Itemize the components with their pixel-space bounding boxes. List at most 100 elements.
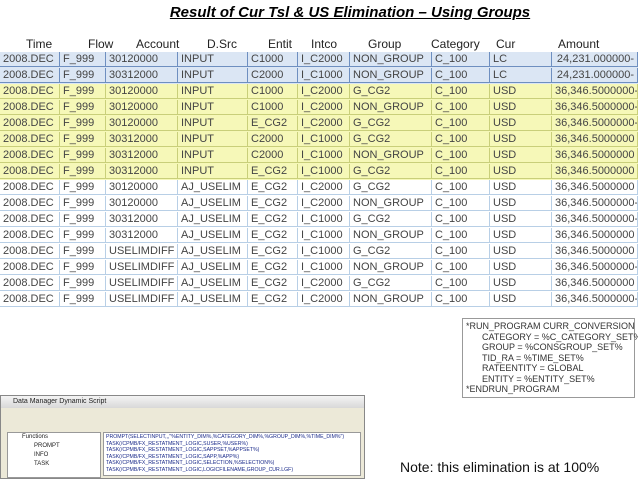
grid-cell: NON_GROUP (350, 148, 432, 163)
dialog-title: Data Manager Dynamic Script (1, 396, 364, 408)
grid-cell: C_100 (432, 132, 490, 147)
grid-cell: INPUT (178, 84, 248, 99)
grid-cell: I_C1000 (298, 260, 350, 275)
script-editor: PROMPT(SELECTINPUT,,,"%ENTITY_DIM%,%CATE… (103, 432, 361, 476)
grid-cell: C_100 (432, 276, 490, 291)
grid-cell: AJ_USELIM (178, 244, 248, 259)
grid-row: 2008.DEC F_999 30312000 AJ_USELIM E_CG2 I_C10… (0, 212, 638, 228)
script-line: TASK(/CPMB/FX_RESTATMENT_LOGIC,SAPP,%APP… (106, 453, 240, 460)
dynamic-script-dialog: Data Manager Dynamic Script Functions PRO… (0, 395, 365, 479)
grid-cell: 2008.DEC (0, 148, 60, 163)
grid-cell: USD (490, 132, 552, 147)
grid-cell: I_C1000 (298, 68, 350, 83)
column-header: Time (26, 37, 53, 51)
grid-cell: C_100 (432, 84, 490, 99)
grid-cell: 36,346.5000000 (552, 148, 638, 163)
grid-cell: 36,346.5000000 (552, 164, 638, 179)
grid-cell: USD (490, 276, 552, 291)
grid-cell: I_C2000 (298, 100, 350, 115)
grid-cell: 2008.DEC (0, 84, 60, 99)
grid-cell: C_100 (432, 196, 490, 211)
grid-row: 2008.DEC F_999 30312000 INPUT C2000 I_C1000 NO… (0, 68, 638, 84)
grid-cell: C_100 (432, 244, 490, 259)
column-header: Cur (496, 37, 516, 51)
column-header: Group (368, 37, 402, 51)
grid-cell: 30120000 (106, 84, 178, 99)
grid-cell: 36,346.5000000 (552, 132, 638, 147)
grid-cell: AJ_USELIM (178, 260, 248, 275)
grid-cell: I_C1000 (298, 228, 350, 243)
grid-cell: USD (490, 84, 552, 99)
script-line: ENTITY = %ENTITY_SET% (482, 373, 595, 384)
column-header: Intco (311, 37, 338, 51)
slide-title: Result of Cur Tsl & US Elimination – Usi… (169, 4, 531, 21)
column-header: Flow (88, 37, 114, 51)
grid-row: 2008.DEC F_999 USELIMDIFF AJ_USELIM E_CG2 I_C… (0, 292, 638, 308)
grid-cell: F_999 (60, 116, 106, 131)
grid-row: 2008.DEC F_999 30120000 INPUT C1000 I_C2000 NO… (0, 100, 638, 116)
script-line: PROMPT(SELECTINPUT,,,"%ENTITY_DIM%,%CATE… (106, 434, 345, 440)
grid-cell: I_C2000 (298, 180, 350, 195)
grid-cell: G_CG2 (350, 84, 432, 99)
column-header: Entit (268, 37, 293, 51)
grid-row: 2008.DEC F_999 USELIMDIFF AJ_USELIM E_CG2 I_C… (0, 276, 638, 292)
grid-cell: E_CG2 (248, 212, 298, 227)
grid-cell: 2008.DEC (0, 276, 60, 291)
script-line: TASK(/CPMB/FX_RESTATMENT_LOGIC,SELECTION… (106, 460, 275, 466)
grid-cell: INPUT (178, 116, 248, 131)
grid-cell: F_999 (60, 212, 106, 227)
grid-cell: 30312000 (106, 212, 178, 227)
tree-item: Functions (22, 434, 49, 440)
grid-cell: 36,346.5000000- (552, 100, 638, 115)
grid-cell: INPUT (178, 52, 248, 67)
grid-row: 2008.DEC F_999 30120000 AJ_USELIM E_CG2 I_C20… (0, 180, 638, 196)
grid-cell: F_999 (60, 100, 106, 115)
grid-cell: USD (490, 292, 552, 307)
grid-cell: 36,346.5000000- (552, 116, 638, 131)
grid-cell: C2000 (248, 148, 298, 163)
grid-cell: USD (490, 100, 552, 115)
grid-cell: USD (490, 212, 552, 227)
tree-item: INFO (34, 452, 49, 458)
grid-cell: C_100 (432, 292, 490, 307)
grid-cell: 24,231.000000- (552, 68, 638, 83)
grid-cell: USD (490, 260, 552, 275)
grid-cell: NON_GROUP (350, 228, 432, 243)
grid-cell: 2008.DEC (0, 116, 60, 131)
grid-cell: USD (490, 164, 552, 179)
grid-cell: I_C1000 (298, 212, 350, 227)
grid-cell: C_100 (432, 180, 490, 195)
grid-cell: AJ_USELIM (178, 212, 248, 227)
script-line: *RUN_PROGRAM CURR_CONVERSION (466, 321, 635, 331)
tree-item: PROMPT (34, 443, 60, 449)
grid-cell: INPUT (178, 132, 248, 147)
grid-row: 2008.DEC F_999 30120000 AJ_USELIM E_CG2 I_C20… (0, 196, 638, 212)
script-line: CATEGORY = %C_CATEGORY_SET% (482, 331, 638, 342)
grid-cell: USD (490, 196, 552, 211)
grid-cell: 2008.DEC (0, 196, 60, 211)
grid-cell: AJ_USELIM (178, 292, 248, 307)
grid-cell: USELIMDIFF (106, 260, 178, 275)
grid-cell: F_999 (60, 180, 106, 195)
grid-cell: E_CG2 (248, 164, 298, 179)
grid-cell: F_999 (60, 260, 106, 275)
grid-cell: C_100 (432, 164, 490, 179)
grid-cell: 30120000 (106, 100, 178, 115)
grid-cell: F_999 (60, 228, 106, 243)
function-tree: Functions PROMPT INFO TASK (7, 432, 101, 478)
grid-row: 2008.DEC F_999 USELIMDIFF AJ_USELIM E_CG2 I_C… (0, 244, 638, 260)
grid-cell: 36,346.5000000- (552, 212, 638, 227)
grid-cell: 36,346.5000000- (552, 292, 638, 307)
grid-cell: F_999 (60, 276, 106, 291)
grid-cell: 2008.DEC (0, 180, 60, 195)
grid-cell: AJ_USELIM (178, 228, 248, 243)
script-line: TASK(/CPMB/FX_RESTATMENT_LOGIC,LOGICFILE… (106, 466, 294, 473)
grid-cell: 30120000 (106, 52, 178, 67)
grid-cell: C_100 (432, 228, 490, 243)
grid-cell: USD (490, 244, 552, 259)
grid-cell: I_C1000 (298, 164, 350, 179)
grid-cell: NON_GROUP (350, 52, 432, 67)
grid-cell: 30120000 (106, 196, 178, 211)
note: Note: this elimination is at 100% (400, 459, 600, 475)
grid-cell: 2008.DEC (0, 244, 60, 259)
